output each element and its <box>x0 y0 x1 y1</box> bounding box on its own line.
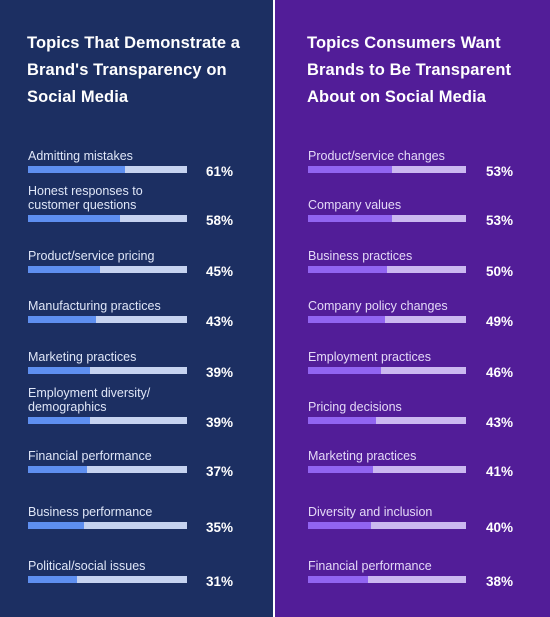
left-panel-title: Topics That Demonstrate a Brand's Transp… <box>27 34 241 106</box>
left-bar-value-label: 58% <box>206 213 234 228</box>
right-bar-row: Diversity and inclusion 40% <box>275 0 550 535</box>
left-panel: Topics That Demonstrate a Brand's Transp… <box>0 0 273 617</box>
right-bar-track <box>308 316 466 323</box>
left-bar-track <box>28 367 187 374</box>
right-bar-label: Financial performance <box>308 559 432 573</box>
left-bar-label: Admitting mistakes <box>28 149 133 163</box>
right-bar-label: Pricing decisions <box>308 400 402 414</box>
right-bar-row: Business practices 50% <box>275 0 550 279</box>
right-bar-track <box>308 367 466 374</box>
right-bar-value-label: 38% <box>486 574 514 589</box>
right-bar-row: Pricing decisions 43% <box>275 0 550 430</box>
left-bar-label: Political/social issues <box>28 559 146 573</box>
right-bar-value-label: 43% <box>486 415 514 430</box>
right-bar-value-label: 41% <box>486 464 514 479</box>
left-bar-fill <box>28 215 121 222</box>
right-bar-row: Company values 53% <box>275 0 550 228</box>
left-bar-row: Marketing practices 39% <box>0 0 273 380</box>
left-bar-fill <box>28 466 87 473</box>
right-bar-track <box>308 417 466 424</box>
right-bar-label: Employment practices <box>308 350 431 364</box>
right-bar-row: Financial performance 38% <box>275 0 550 589</box>
left-bar-label: Business performance <box>28 505 153 519</box>
left-bar-row: Manufacturing practices 43% <box>0 0 273 329</box>
right-bar-track <box>308 576 466 583</box>
left-bar-track <box>28 266 187 273</box>
left-bar-value-label: 39% <box>206 365 234 380</box>
right-bar-fill <box>308 367 381 374</box>
left-bar-row: Political/social issues 31% <box>0 0 273 589</box>
right-panel: Topics Consumers Want Brands to Be Trans… <box>275 0 550 617</box>
left-bar-row: Employment diversity/ demographics 39% <box>0 0 273 430</box>
right-bar-value-label: 50% <box>486 264 514 279</box>
left-bar-row: Admitting mistakes 61% <box>0 0 273 179</box>
left-bar-value-label: 45% <box>206 264 234 279</box>
left-bar-value-label: 43% <box>206 314 234 329</box>
right-bar-label: Product/service changes <box>308 149 445 163</box>
left-bar-fill <box>28 522 84 529</box>
right-bar-fill <box>308 316 386 323</box>
right-bar-fill <box>308 466 373 473</box>
right-bar-value-label: 53% <box>486 164 514 179</box>
right-bar-track <box>308 266 466 273</box>
right-bar-fill <box>308 266 387 273</box>
left-bar-row: Business performance 35% <box>0 0 273 535</box>
left-bar-fill <box>28 576 78 583</box>
left-bar-track <box>28 576 187 583</box>
left-bar-track <box>28 316 187 323</box>
right-bar-fill <box>308 576 369 583</box>
left-bar-label: Financial performance <box>28 449 152 463</box>
left-bar-label: Marketing practices <box>28 350 137 364</box>
right-bar-label: Marketing practices <box>308 449 417 463</box>
left-bar-label: Honest responses to customer questions <box>28 184 143 212</box>
left-bar-fill <box>28 266 100 273</box>
right-bar-value-label: 49% <box>486 314 514 329</box>
left-bar-track <box>28 166 187 173</box>
right-bar-row: Marketing practices 41% <box>275 0 550 479</box>
left-bar-fill <box>28 367 90 374</box>
right-bar-fill <box>308 166 392 173</box>
left-bar-track <box>28 522 187 529</box>
left-bar-label: Employment diversity/ demographics <box>28 386 151 414</box>
left-bar-value-label: 37% <box>206 464 234 479</box>
left-bar-track <box>28 417 187 424</box>
right-bar-row: Employment practices 46% <box>275 0 550 380</box>
left-bar-fill <box>28 316 97 323</box>
left-bar-row: Product/service pricing 45% <box>0 0 273 279</box>
right-bar-track <box>308 522 466 529</box>
left-bar-value-label: 31% <box>206 574 234 589</box>
left-bar-row: Financial performance 37% <box>0 0 273 479</box>
right-bar-fill <box>308 522 372 529</box>
left-bar-fill <box>28 166 125 173</box>
right-bar-label: Business practices <box>308 249 413 263</box>
left-bar-fill <box>28 417 90 424</box>
right-bar-track <box>308 215 466 222</box>
left-bar-value-label: 61% <box>206 164 234 179</box>
right-bar-label: Diversity and inclusion <box>308 505 433 519</box>
right-bar-row: Company policy changes 49% <box>275 0 550 329</box>
right-bar-value-label: 40% <box>486 520 514 535</box>
right-bar-label: Company policy changes <box>308 299 448 313</box>
left-bar-value-label: 35% <box>206 520 234 535</box>
right-bar-value-label: 46% <box>486 365 514 380</box>
left-bar-label: Manufacturing practices <box>28 299 161 313</box>
right-bar-value-label: 53% <box>486 213 514 228</box>
right-bar-fill <box>308 215 392 222</box>
right-bar-fill <box>308 417 376 424</box>
right-bar-track <box>308 166 466 173</box>
right-bar-track <box>308 466 466 473</box>
right-bar-row: Product/service changes 53% <box>275 0 550 179</box>
left-bar-value-label: 39% <box>206 415 234 430</box>
left-bar-row: Honest responses to customer questions 58… <box>0 0 273 228</box>
right-panel-title: Topics Consumers Want Brands to Be Trans… <box>307 34 512 106</box>
left-bar-track <box>28 215 187 222</box>
left-bar-track <box>28 466 187 473</box>
left-bar-label: Product/service pricing <box>28 249 155 263</box>
right-bar-label: Company values <box>308 198 402 212</box>
